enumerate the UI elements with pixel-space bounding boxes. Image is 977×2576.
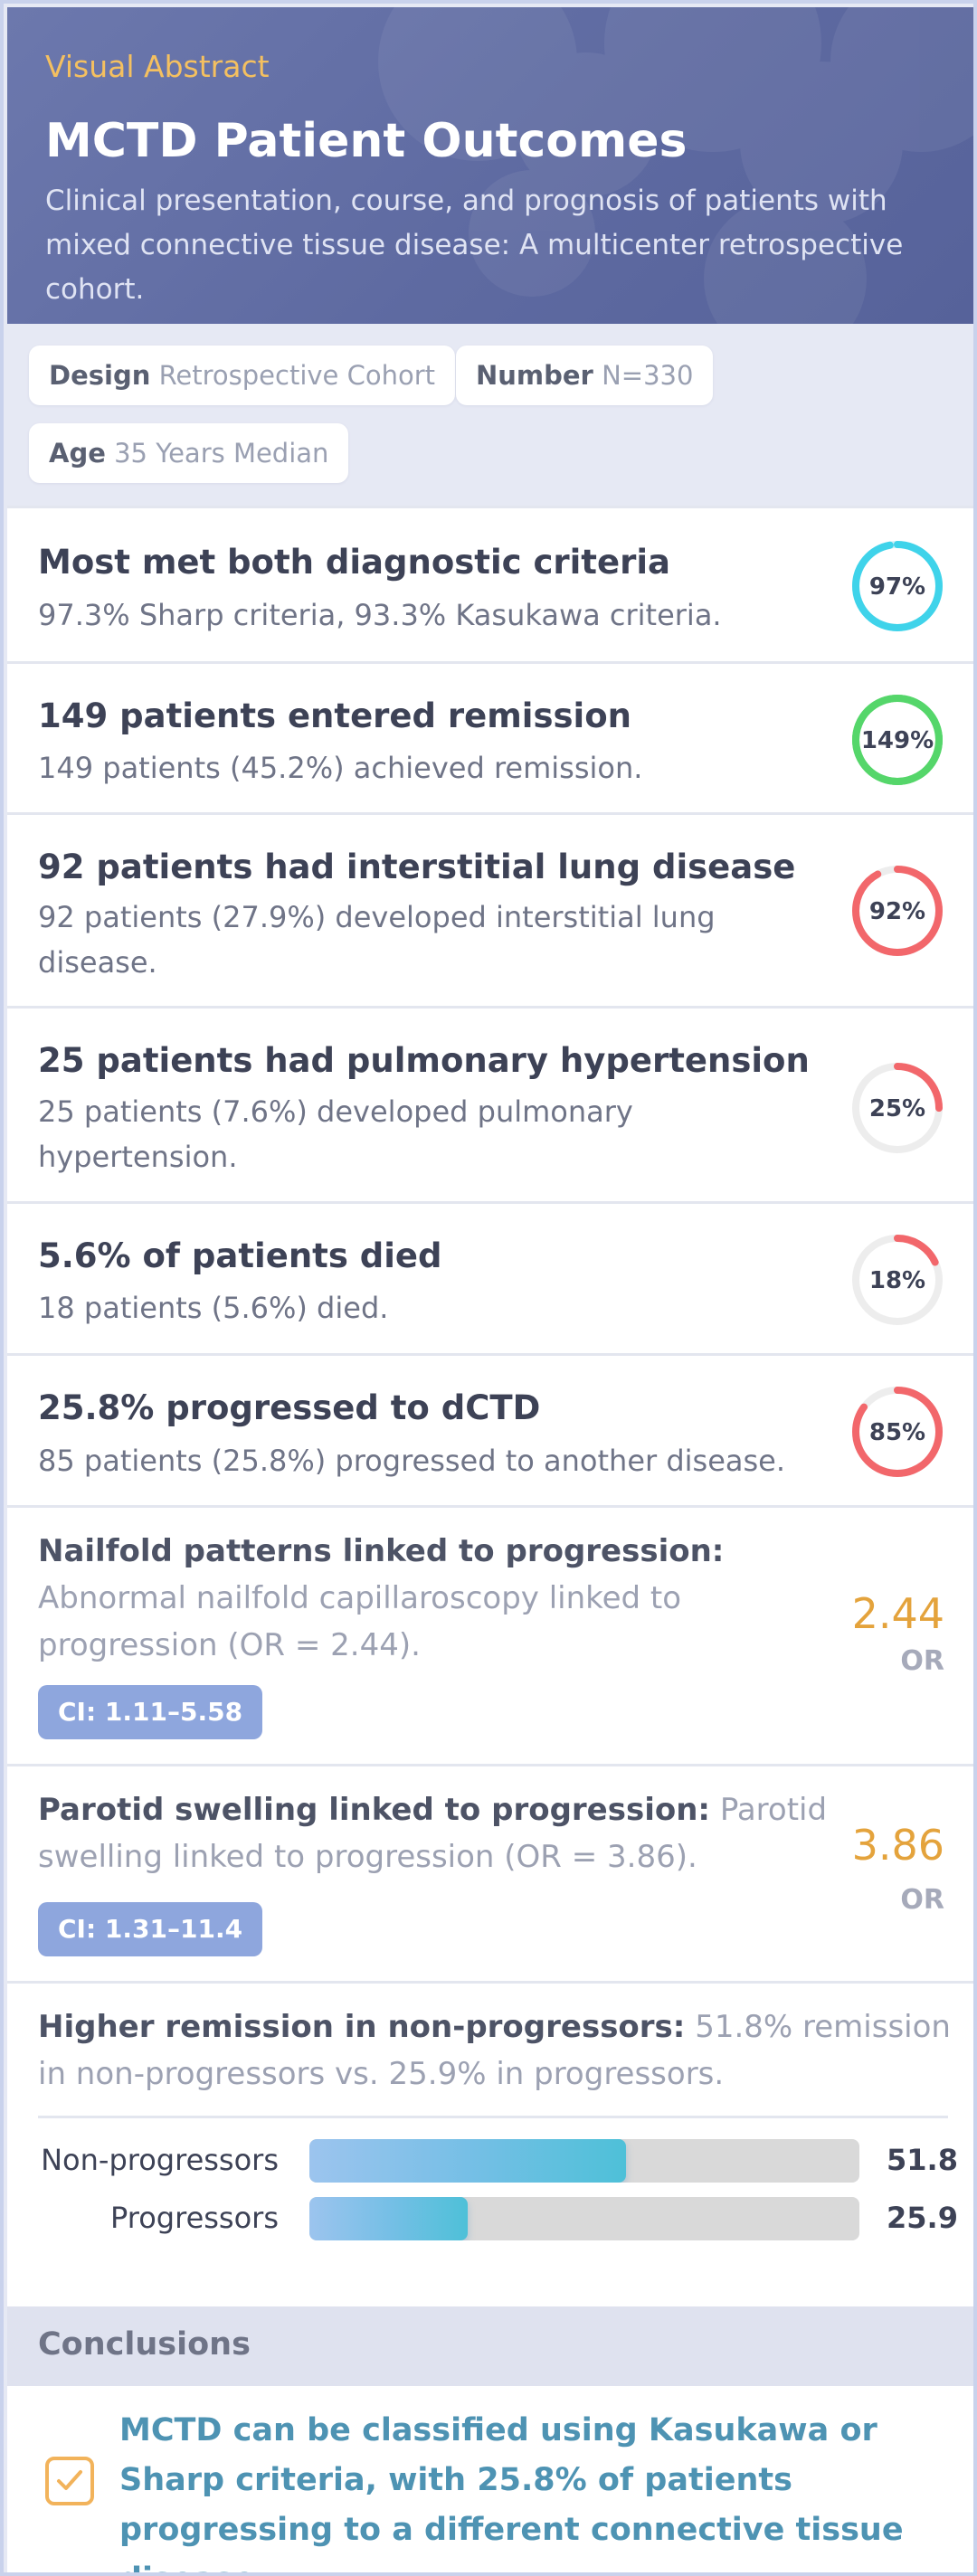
- ci-badge: CI: 1.11–5.58: [38, 1685, 263, 1739]
- progress-ring-arc: [852, 866, 943, 956]
- progress-ring: 149%: [849, 691, 946, 789]
- progress-ring: 92%: [849, 862, 946, 960]
- finding-row: 25.8% progressed to dCTD 85 patients (25…: [7, 1353, 973, 1505]
- odds-ratio-text: Parotid swelling linked to progression: …: [38, 1786, 852, 1880]
- checkbox-check-icon: [45, 2457, 94, 2505]
- finding-row: 5.6% of patients died 18 patients (5.6%)…: [7, 1201, 973, 1353]
- remission-comparison: Higher remission in non-progressors: 51.…: [7, 1981, 973, 2306]
- chip-age-label: Age: [49, 438, 106, 469]
- odds-ratio-value: 2.44: [851, 1589, 944, 1638]
- finding-title: 149 patients entered remission: [38, 696, 631, 735]
- odds-ratio-value: 3.86: [851, 1821, 944, 1870]
- conclusions-heading: Conclusions: [38, 2326, 251, 2363]
- progress-ring-arc: [852, 695, 943, 785]
- page-subtitle: Clinical presentation, course, and progn…: [45, 185, 904, 306]
- chip-design: Design Retrospective Cohort: [29, 346, 456, 405]
- bar-track: [309, 2139, 859, 2183]
- remission-desc: 51.8% remission in non-progressors vs. 2…: [38, 2009, 951, 2092]
- chip-number: Number N=330: [456, 346, 714, 405]
- odds-ratio-desc: Parotid swelling linked to progression (…: [38, 1792, 828, 1875]
- bar-category-label: Progressors: [110, 2201, 279, 2235]
- remission-text: Higher remission in non-progressors: 51.…: [38, 2003, 952, 2098]
- chip-age-value: 35 Years Median: [114, 438, 329, 469]
- bar-category-label: Non-progressors: [41, 2143, 279, 2177]
- finding-row: 149 patients entered remission 149 patie…: [7, 661, 973, 812]
- finding-desc: 85 patients (25.8%) progressed to anothe…: [38, 1444, 786, 1478]
- chip-design-value: Retrospective Cohort: [158, 360, 436, 391]
- odds-ratio-unit: OR: [900, 1645, 944, 1677]
- progress-ring-arc: [852, 541, 943, 631]
- progress-ring-label: 92%: [869, 898, 925, 925]
- finding-title: 25.8% progressed to dCTD: [38, 1388, 541, 1427]
- page-title: MCTD Patient Outcomes: [45, 114, 688, 168]
- progress-ring: 18%: [849, 1231, 946, 1329]
- progress-ring: 85%: [849, 1383, 946, 1481]
- progress-ring: 97%: [849, 537, 946, 635]
- progress-ring-label: 18%: [869, 1267, 925, 1294]
- chip-number-label: Number: [476, 360, 593, 391]
- progress-ring-arc: [852, 1235, 943, 1325]
- odds-ratio-title: Parotid swelling linked to progression:: [38, 1792, 711, 1828]
- finding-desc: 97.3% Sharp criteria, 93.3% Kasukawa cri…: [38, 598, 722, 632]
- progress-ring-arc: [852, 1387, 943, 1477]
- finding-title: 5.6% of patients died: [38, 1236, 442, 1275]
- finding-row: 92 patients had interstitial lung diseas…: [7, 812, 973, 1006]
- bar: [309, 2139, 626, 2183]
- bar: [309, 2197, 468, 2240]
- progress-ring-arc: [852, 1063, 943, 1153]
- progress-ring-label: 25%: [869, 1095, 925, 1122]
- ci-badge: CI: 1.31–11.4: [38, 1902, 263, 1956]
- conclusions-header: Conclusions: [7, 2306, 973, 2386]
- remission-title: Higher remission in non-progressors:: [38, 2009, 686, 2045]
- header-kicker: Visual Abstract: [45, 49, 270, 84]
- conclusions-body: MCTD can be classified using Kasukawa or…: [7, 2386, 973, 2572]
- odds-ratio-row: Nailfold patterns linked to progression:…: [7, 1505, 973, 1764]
- divider: [38, 2116, 948, 2118]
- odds-ratio-row: Parotid swelling linked to progression: …: [7, 1764, 973, 1981]
- progress-ring: 25%: [849, 1059, 946, 1157]
- bar-track: [309, 2197, 859, 2240]
- bar-value-label: 25.9: [887, 2201, 958, 2235]
- conclusion-text: MCTD can be classified using Kasukawa or…: [119, 2412, 904, 2572]
- finding-desc: 18 patients (5.6%) died.: [38, 1291, 389, 1325]
- chip-number-value: N=330: [602, 360, 694, 391]
- finding-title: Most met both diagnostic criteria: [38, 543, 670, 582]
- odds-ratio-title: Nailfold patterns linked to progression:: [38, 1533, 725, 1569]
- progress-ring-label: 85%: [869, 1419, 925, 1446]
- progress-ring-label: 97%: [869, 573, 925, 601]
- odds-ratio-desc: Abnormal nailfold capillaroscopy linked …: [38, 1580, 682, 1663]
- finding-row: 25 patients had pulmonary hypertension 2…: [7, 1006, 973, 1201]
- finding-title: 92 patients had interstitial lung diseas…: [38, 848, 796, 886]
- chip-design-label: Design: [49, 360, 151, 391]
- odds-ratio-unit: OR: [900, 1884, 944, 1916]
- finding-desc: 92 patients (27.9%) developed interstiti…: [38, 900, 716, 980]
- finding-desc: 149 patients (45.2%) achieved remission.: [38, 751, 643, 785]
- odds-ratio-text: Nailfold patterns linked to progression:…: [38, 1528, 852, 1669]
- finding-title: 25 patients had pulmonary hypertension: [38, 1041, 810, 1080]
- finding-row: Most met both diagnostic criteria 97.3% …: [7, 506, 973, 661]
- finding-desc: 25 patients (7.6%) developed pulmonary h…: [38, 1094, 633, 1174]
- header-decoration: [378, 7, 973, 324]
- chip-age: Age 35 Years Median: [29, 423, 349, 483]
- bar-value-label: 51.8: [887, 2143, 958, 2177]
- progress-ring-label: 149%: [861, 727, 934, 754]
- header: Visual Abstract MCTD Patient Outcomes Cl…: [7, 7, 973, 324]
